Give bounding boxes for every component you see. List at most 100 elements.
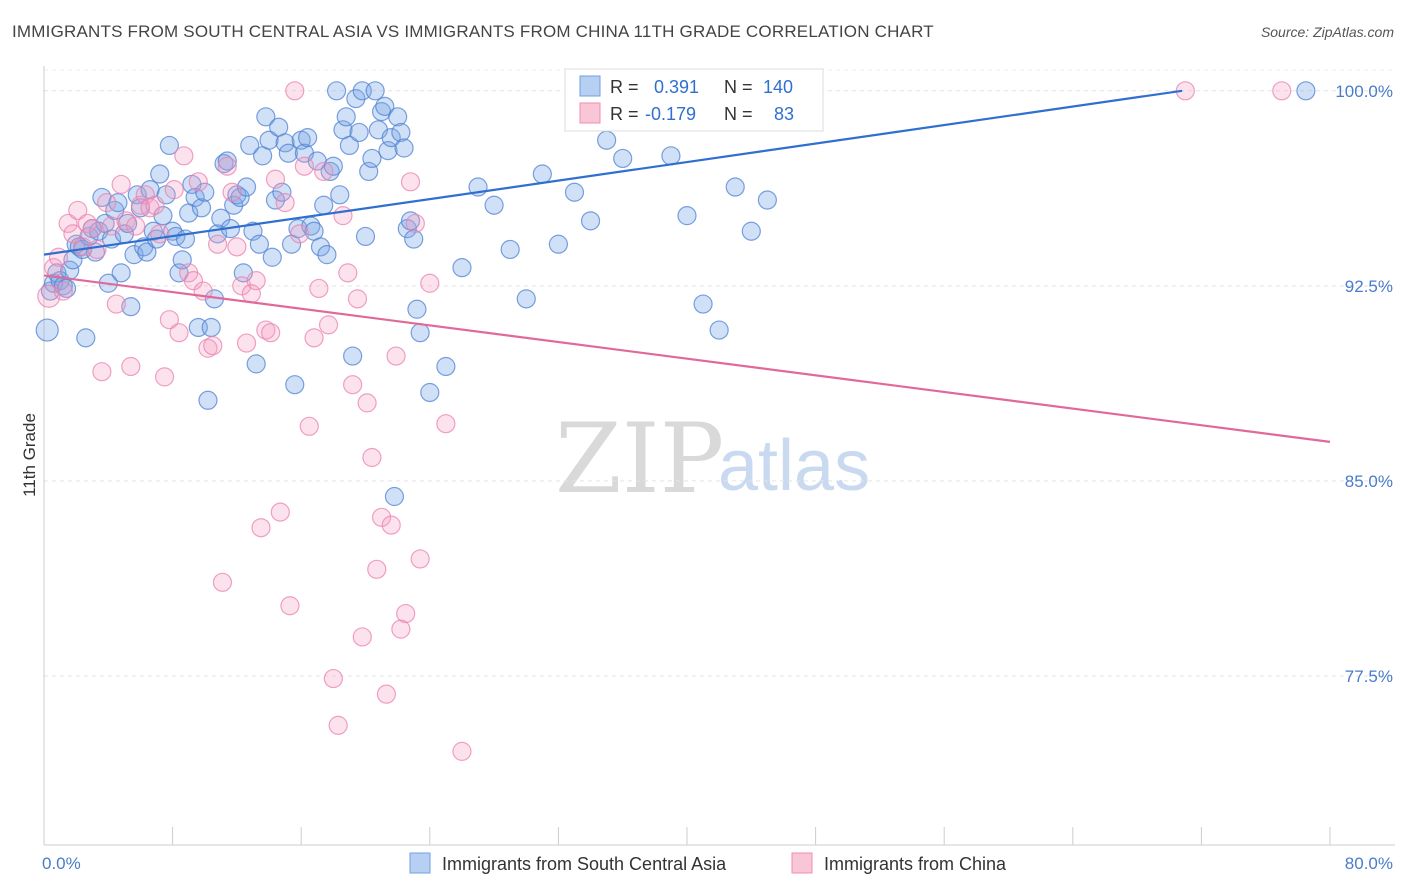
y-tick-label: 77.5% (1345, 667, 1393, 686)
point-pink (405, 213, 425, 234)
point-pink (323, 668, 343, 689)
point-blue (249, 234, 270, 254)
point-blue (384, 486, 405, 507)
point-pink (217, 156, 237, 176)
watermark-atlas: atlas (718, 426, 870, 506)
stats-blue-swatch (579, 75, 601, 97)
point-blue (404, 229, 424, 249)
chart-title: IMMIGRANTS FROM SOUTH CENTRAL ASIA VS IM… (12, 22, 934, 41)
point-blue (211, 208, 231, 228)
point-blue (262, 247, 282, 267)
point-blue (76, 328, 96, 348)
point-pink (222, 182, 242, 202)
stats-box-frame (564, 68, 824, 132)
stats-pink-n-value: 83 (774, 104, 794, 124)
point-blue (246, 354, 266, 374)
point-blue (407, 299, 427, 319)
point-blue (326, 81, 347, 101)
point-blue (388, 107, 408, 127)
point-blue (323, 156, 343, 176)
point-blue (310, 237, 331, 257)
point-pink (289, 224, 310, 244)
point-pink (338, 263, 358, 283)
point-blue (381, 128, 401, 148)
trend-lines (43, 89, 1331, 443)
point-pink (208, 234, 228, 254)
point-blue (597, 130, 617, 150)
point-pink (436, 414, 456, 434)
point-pink (362, 447, 382, 468)
point-blue (677, 206, 697, 226)
stats-blue-r-value: 0.391 (654, 77, 699, 97)
point-pink (347, 289, 368, 309)
legend-blue-label: Immigrants from South Central Asia (442, 854, 727, 874)
point-pink (92, 362, 112, 382)
point-blue (314, 195, 334, 215)
point-pink (246, 271, 266, 291)
point-blue (516, 289, 536, 309)
point-pink (333, 206, 353, 226)
point-blue (214, 154, 234, 174)
point-pink (53, 281, 73, 301)
axes (43, 66, 1395, 846)
point-pink (68, 200, 88, 221)
point-blue (365, 81, 385, 101)
point-blue (741, 221, 761, 241)
point-pink (367, 559, 387, 579)
stats-pink-n-label: N = (724, 104, 753, 124)
point-pink (275, 193, 295, 213)
point-pink (280, 596, 300, 616)
point-blue (391, 122, 411, 143)
point-pink (183, 271, 204, 291)
point-pink (154, 367, 175, 387)
point-blue (111, 263, 131, 283)
point-pink (420, 273, 440, 293)
point-blue (121, 297, 141, 317)
point-blue (339, 135, 360, 156)
stats-pink-r-value: -0.179 (645, 104, 696, 124)
point-blue (661, 146, 681, 166)
point-blue (236, 177, 257, 197)
point-pink (150, 224, 170, 244)
legend: Immigrants from South Central Asia Immig… (409, 852, 1007, 874)
point-blue (580, 211, 601, 231)
point-blue (317, 245, 337, 265)
point-blue (298, 128, 318, 148)
point-blue (256, 107, 276, 127)
point-blue (613, 148, 633, 169)
point-blue (500, 239, 520, 260)
point-blue (336, 107, 356, 127)
point-pink (265, 169, 286, 189)
point-pink (63, 224, 83, 244)
point-blue (484, 195, 504, 215)
point-blue (320, 161, 340, 182)
point-blue (330, 185, 350, 205)
point-blue (436, 356, 456, 377)
point-blue (548, 234, 569, 254)
stats-pink-r-label: R = (610, 104, 639, 124)
legend-blue-swatch (409, 852, 431, 874)
point-pink (270, 502, 290, 522)
point-pink (381, 515, 401, 535)
point-pink (318, 315, 339, 335)
point-blue (346, 89, 366, 109)
point-pink (82, 219, 102, 239)
point-blue (137, 242, 157, 262)
stats-pink-swatch (579, 102, 601, 124)
point-blue (709, 320, 729, 340)
y-tick-label: 92.5% (1345, 277, 1393, 296)
point-pink (164, 180, 184, 200)
point-blue (191, 198, 212, 218)
point-blue (198, 390, 218, 410)
point-blue (159, 135, 179, 156)
point-pink (386, 346, 406, 366)
point-pink (294, 156, 315, 176)
point-pink (352, 627, 372, 647)
point-pink (261, 323, 281, 343)
point-pink (126, 216, 146, 236)
point-pink (159, 310, 179, 330)
point-blue (452, 258, 472, 278)
point-pink (111, 174, 131, 195)
point-pink (145, 195, 165, 215)
